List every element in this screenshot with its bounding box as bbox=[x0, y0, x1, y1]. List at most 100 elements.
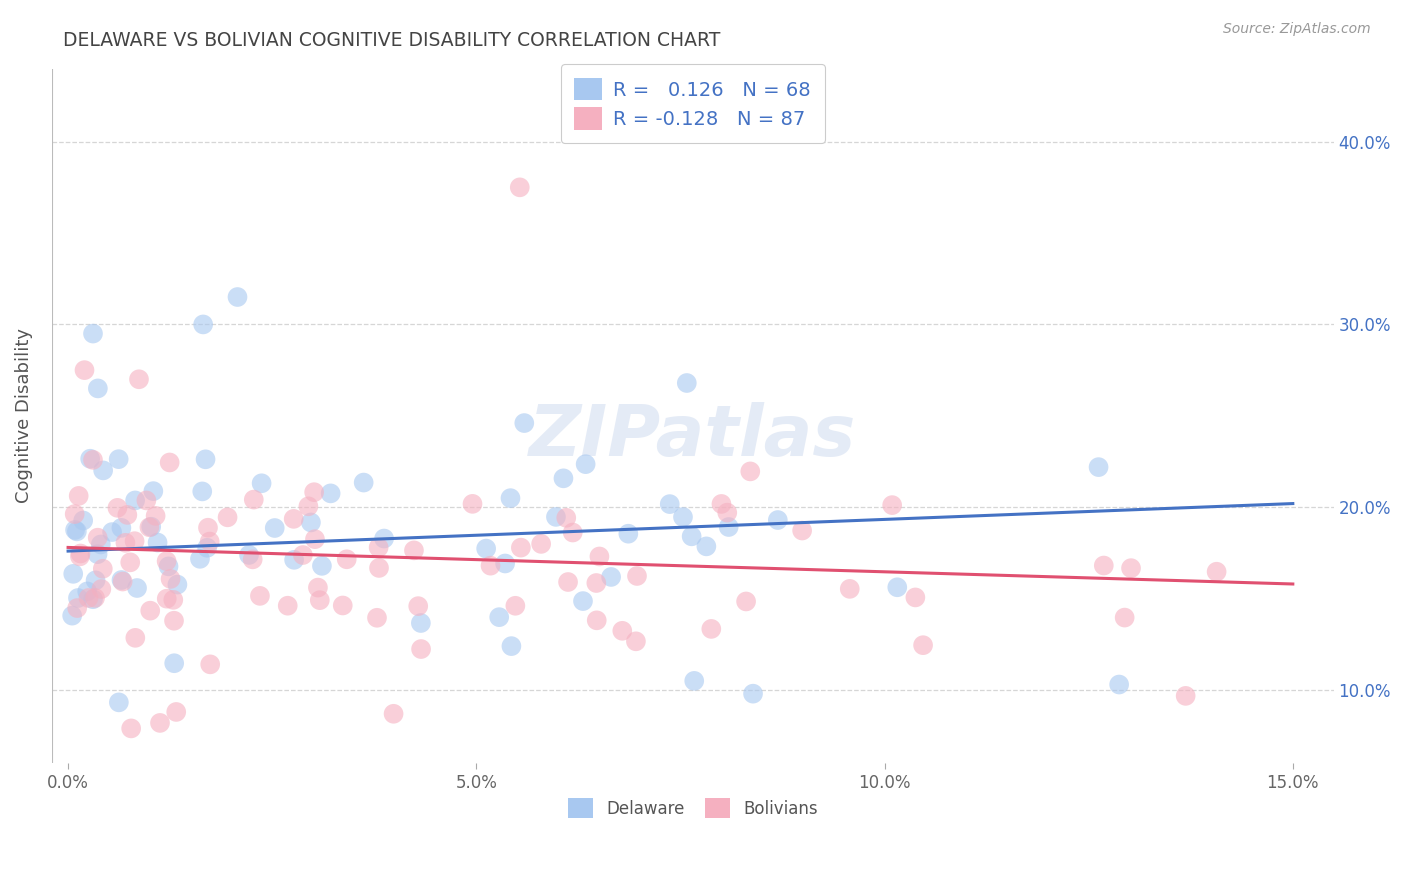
Point bbox=[283, 512, 305, 526]
Point bbox=[575, 457, 598, 471]
Point bbox=[553, 471, 575, 485]
Point bbox=[63, 507, 86, 521]
Point bbox=[299, 516, 322, 530]
Point bbox=[226, 290, 249, 304]
Point bbox=[108, 695, 131, 709]
Point bbox=[561, 525, 583, 540]
Point bbox=[681, 529, 703, 543]
Point bbox=[249, 589, 271, 603]
Point bbox=[509, 541, 531, 555]
Point bbox=[107, 452, 129, 467]
Point bbox=[159, 455, 181, 469]
Point bbox=[513, 416, 536, 430]
Point bbox=[200, 657, 222, 672]
Point bbox=[84, 574, 107, 588]
Point bbox=[141, 520, 163, 534]
Point bbox=[409, 615, 432, 630]
Point bbox=[124, 493, 146, 508]
Point bbox=[191, 318, 214, 332]
Point bbox=[86, 547, 108, 561]
Point bbox=[110, 521, 132, 535]
Point bbox=[1119, 561, 1142, 575]
Point bbox=[82, 592, 104, 607]
Point bbox=[82, 326, 104, 341]
Point bbox=[1114, 610, 1136, 624]
Text: ZIPatlas: ZIPatlas bbox=[529, 402, 856, 471]
Point bbox=[120, 555, 142, 569]
Point bbox=[125, 581, 148, 595]
Point bbox=[166, 577, 188, 591]
Point bbox=[658, 497, 681, 511]
Text: Source: ZipAtlas.com: Source: ZipAtlas.com bbox=[1223, 22, 1371, 37]
Point bbox=[217, 510, 239, 524]
Point bbox=[66, 591, 89, 605]
Point bbox=[479, 558, 502, 573]
Point bbox=[494, 557, 516, 571]
Point bbox=[1205, 565, 1227, 579]
Point bbox=[624, 634, 647, 648]
Point bbox=[304, 532, 326, 546]
Point bbox=[90, 537, 112, 551]
Point bbox=[501, 639, 523, 653]
Point bbox=[67, 489, 90, 503]
Point bbox=[191, 484, 214, 499]
Point bbox=[277, 599, 299, 613]
Y-axis label: Cognitive Disability: Cognitive Disability bbox=[15, 328, 32, 503]
Point bbox=[79, 451, 101, 466]
Point bbox=[1108, 677, 1130, 691]
Point bbox=[63, 523, 86, 537]
Point bbox=[188, 551, 211, 566]
Point bbox=[242, 552, 264, 566]
Legend: Delaware, Bolivians: Delaware, Bolivians bbox=[561, 792, 824, 824]
Point bbox=[600, 570, 623, 584]
Point bbox=[62, 566, 84, 581]
Point bbox=[66, 524, 89, 539]
Point bbox=[107, 500, 129, 515]
Point bbox=[402, 543, 425, 558]
Point bbox=[60, 608, 83, 623]
Point bbox=[409, 642, 432, 657]
Point bbox=[163, 657, 186, 671]
Point bbox=[716, 506, 738, 520]
Point bbox=[263, 521, 285, 535]
Point bbox=[886, 580, 908, 594]
Point bbox=[555, 510, 578, 524]
Point bbox=[382, 706, 405, 721]
Point bbox=[165, 705, 187, 719]
Point bbox=[120, 722, 142, 736]
Point bbox=[373, 532, 395, 546]
Point bbox=[311, 558, 333, 573]
Point bbox=[585, 613, 607, 627]
Point bbox=[73, 363, 96, 377]
Point bbox=[82, 453, 104, 467]
Point bbox=[91, 562, 114, 576]
Point bbox=[76, 584, 98, 599]
Point bbox=[488, 610, 510, 624]
Point bbox=[297, 500, 319, 514]
Point bbox=[735, 594, 758, 608]
Point bbox=[135, 493, 157, 508]
Point bbox=[367, 541, 389, 555]
Point bbox=[291, 548, 314, 562]
Point bbox=[572, 594, 595, 608]
Point bbox=[84, 591, 107, 605]
Point bbox=[156, 591, 179, 606]
Point bbox=[159, 572, 181, 586]
Point bbox=[319, 486, 342, 500]
Point bbox=[675, 376, 697, 390]
Point bbox=[499, 491, 522, 505]
Point bbox=[198, 534, 221, 549]
Point bbox=[308, 593, 330, 607]
Point bbox=[69, 549, 91, 564]
Point bbox=[475, 541, 498, 556]
Point bbox=[77, 591, 100, 605]
Point bbox=[250, 476, 273, 491]
Point bbox=[243, 492, 266, 507]
Point bbox=[101, 524, 124, 539]
Point bbox=[195, 541, 218, 555]
Point bbox=[139, 604, 162, 618]
Point bbox=[162, 592, 184, 607]
Point bbox=[72, 513, 94, 527]
Point bbox=[157, 559, 180, 574]
Point bbox=[163, 614, 186, 628]
